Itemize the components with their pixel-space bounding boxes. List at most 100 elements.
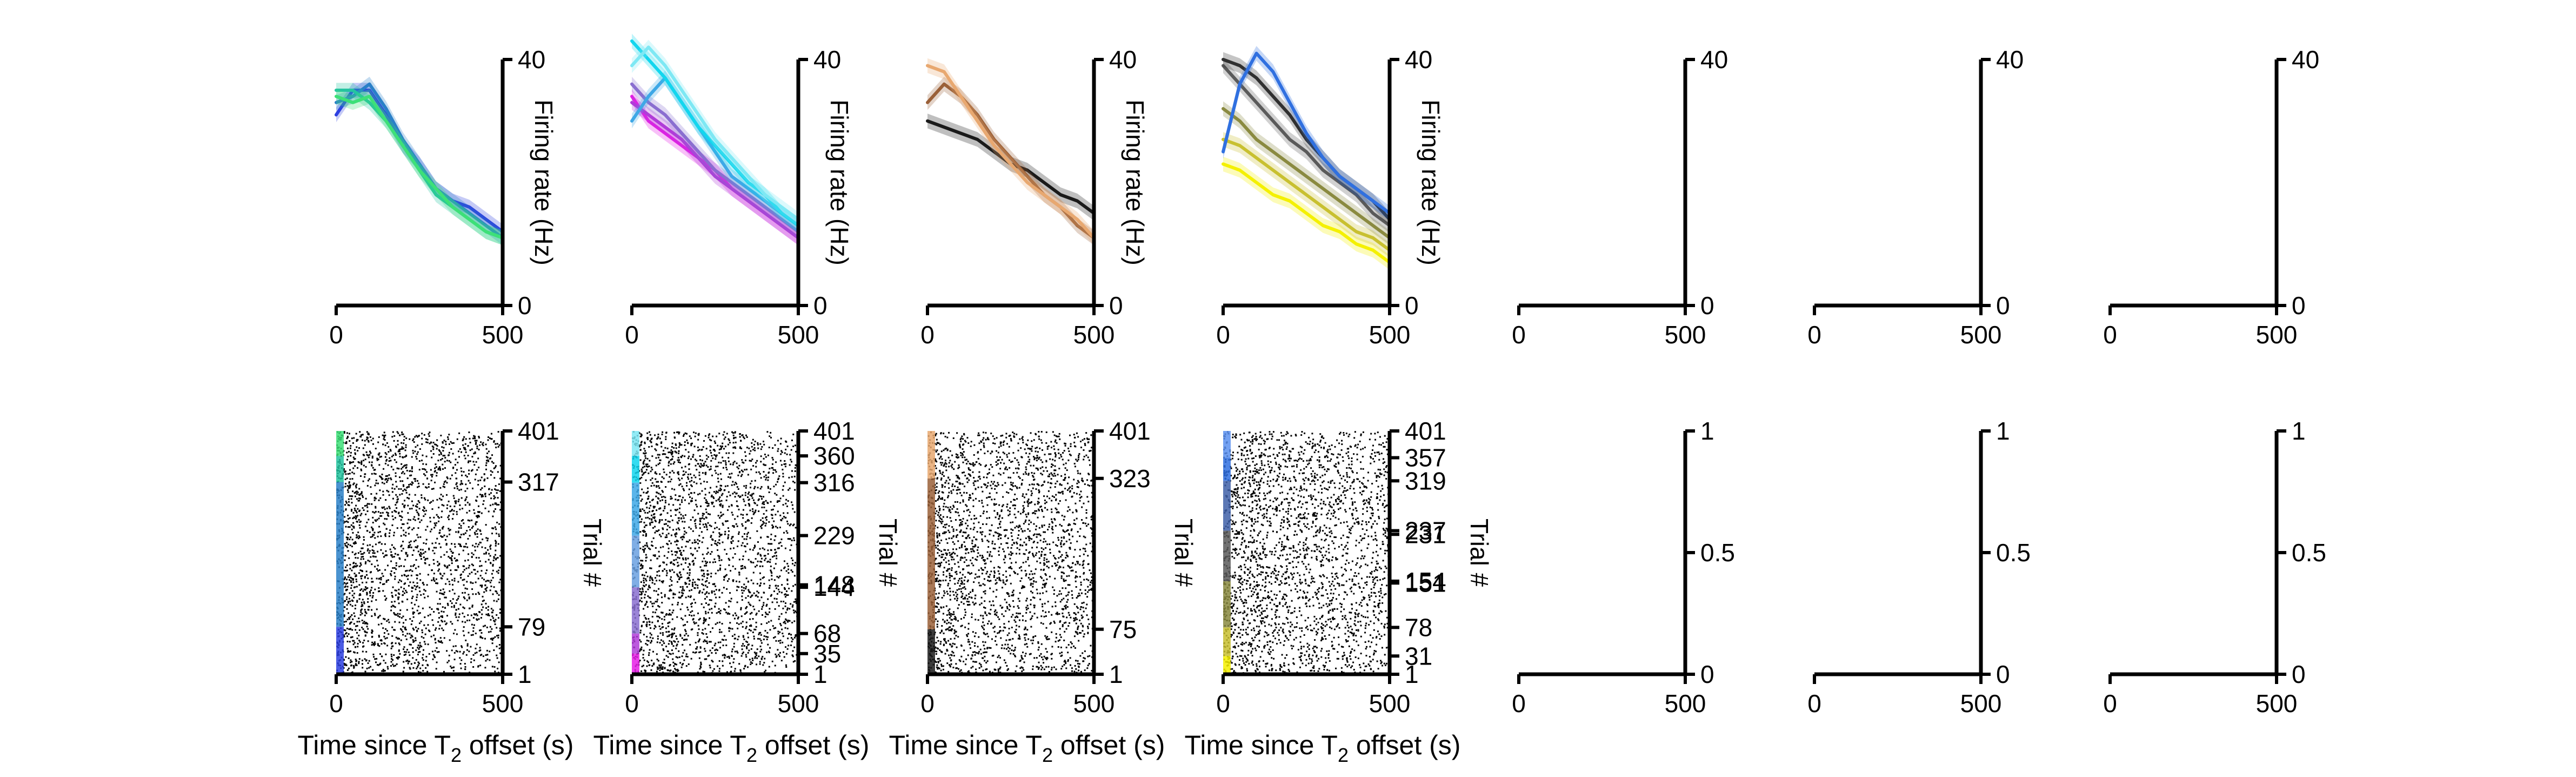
spike xyxy=(784,602,786,605)
spike xyxy=(671,569,673,571)
spike xyxy=(356,625,358,627)
spike xyxy=(418,486,420,488)
spike xyxy=(490,470,492,472)
spike xyxy=(737,495,739,497)
spike xyxy=(788,633,790,635)
spike xyxy=(444,467,446,469)
spike xyxy=(723,576,725,579)
spike xyxy=(484,625,486,627)
spike xyxy=(480,617,482,619)
spike xyxy=(640,625,643,627)
spike xyxy=(700,517,702,520)
spike xyxy=(780,464,783,466)
spike xyxy=(655,530,657,532)
spike xyxy=(767,549,769,552)
spike xyxy=(668,643,670,645)
spike xyxy=(787,523,789,525)
spike xyxy=(446,661,449,663)
spike xyxy=(361,575,363,577)
spike xyxy=(491,628,493,630)
spike xyxy=(451,606,453,608)
spike xyxy=(455,477,457,480)
spike xyxy=(751,658,753,660)
spike xyxy=(757,596,759,598)
spike xyxy=(660,446,663,448)
spike xyxy=(388,515,390,517)
spike xyxy=(490,608,492,610)
spike xyxy=(685,541,688,543)
spike xyxy=(410,483,412,485)
spike xyxy=(731,484,733,486)
spike xyxy=(679,483,682,485)
spike xyxy=(744,504,746,506)
spike xyxy=(412,611,415,613)
spike xyxy=(743,462,745,464)
spike xyxy=(397,554,399,556)
spike xyxy=(676,670,678,672)
spike xyxy=(348,657,350,659)
spike xyxy=(739,436,741,438)
spike xyxy=(795,598,797,600)
spike xyxy=(699,523,701,525)
spike xyxy=(499,567,501,569)
spike xyxy=(728,438,730,440)
spike xyxy=(422,549,424,551)
spike xyxy=(777,547,779,549)
spike xyxy=(746,666,749,668)
spike xyxy=(418,460,421,462)
spike xyxy=(740,655,743,657)
spike xyxy=(642,590,644,593)
spike xyxy=(642,548,644,550)
spike xyxy=(345,441,348,443)
spike xyxy=(372,581,374,583)
spike xyxy=(390,477,392,479)
spike xyxy=(760,486,763,488)
spike xyxy=(668,464,670,467)
spike xyxy=(411,607,413,609)
spike xyxy=(793,612,795,614)
spike xyxy=(664,496,666,499)
spike xyxy=(391,595,393,597)
spike xyxy=(792,433,795,435)
spike xyxy=(470,658,472,660)
spike xyxy=(369,572,371,574)
spike xyxy=(350,664,352,666)
spike xyxy=(489,437,491,439)
spike xyxy=(761,498,763,500)
spike xyxy=(373,641,376,643)
spike xyxy=(413,629,415,631)
spike xyxy=(348,487,350,489)
spike xyxy=(441,642,443,644)
spike xyxy=(482,495,484,497)
spike xyxy=(486,626,488,628)
spike xyxy=(650,627,652,629)
spike xyxy=(749,618,751,620)
spike xyxy=(728,534,730,536)
spike xyxy=(469,441,471,443)
spike xyxy=(431,619,433,621)
spike xyxy=(412,440,414,442)
spike xyxy=(661,602,663,604)
spike xyxy=(440,451,442,454)
spike xyxy=(746,641,749,643)
firing-rate-x-tick-label-3: 500 xyxy=(1073,321,1115,349)
spike xyxy=(450,448,452,450)
spike xyxy=(467,559,469,561)
spike xyxy=(381,478,383,480)
spike xyxy=(435,466,437,468)
spike xyxy=(771,578,773,580)
spike xyxy=(370,589,372,592)
spike xyxy=(672,661,675,663)
spike xyxy=(661,626,663,628)
spike xyxy=(657,481,659,483)
spike xyxy=(750,460,752,462)
spike xyxy=(411,587,413,589)
spike xyxy=(755,614,757,616)
spike xyxy=(483,480,485,482)
spike xyxy=(419,573,421,575)
spike xyxy=(704,494,706,496)
spike xyxy=(785,530,788,532)
spike xyxy=(707,552,709,554)
spike xyxy=(349,603,351,606)
spike xyxy=(346,608,348,610)
